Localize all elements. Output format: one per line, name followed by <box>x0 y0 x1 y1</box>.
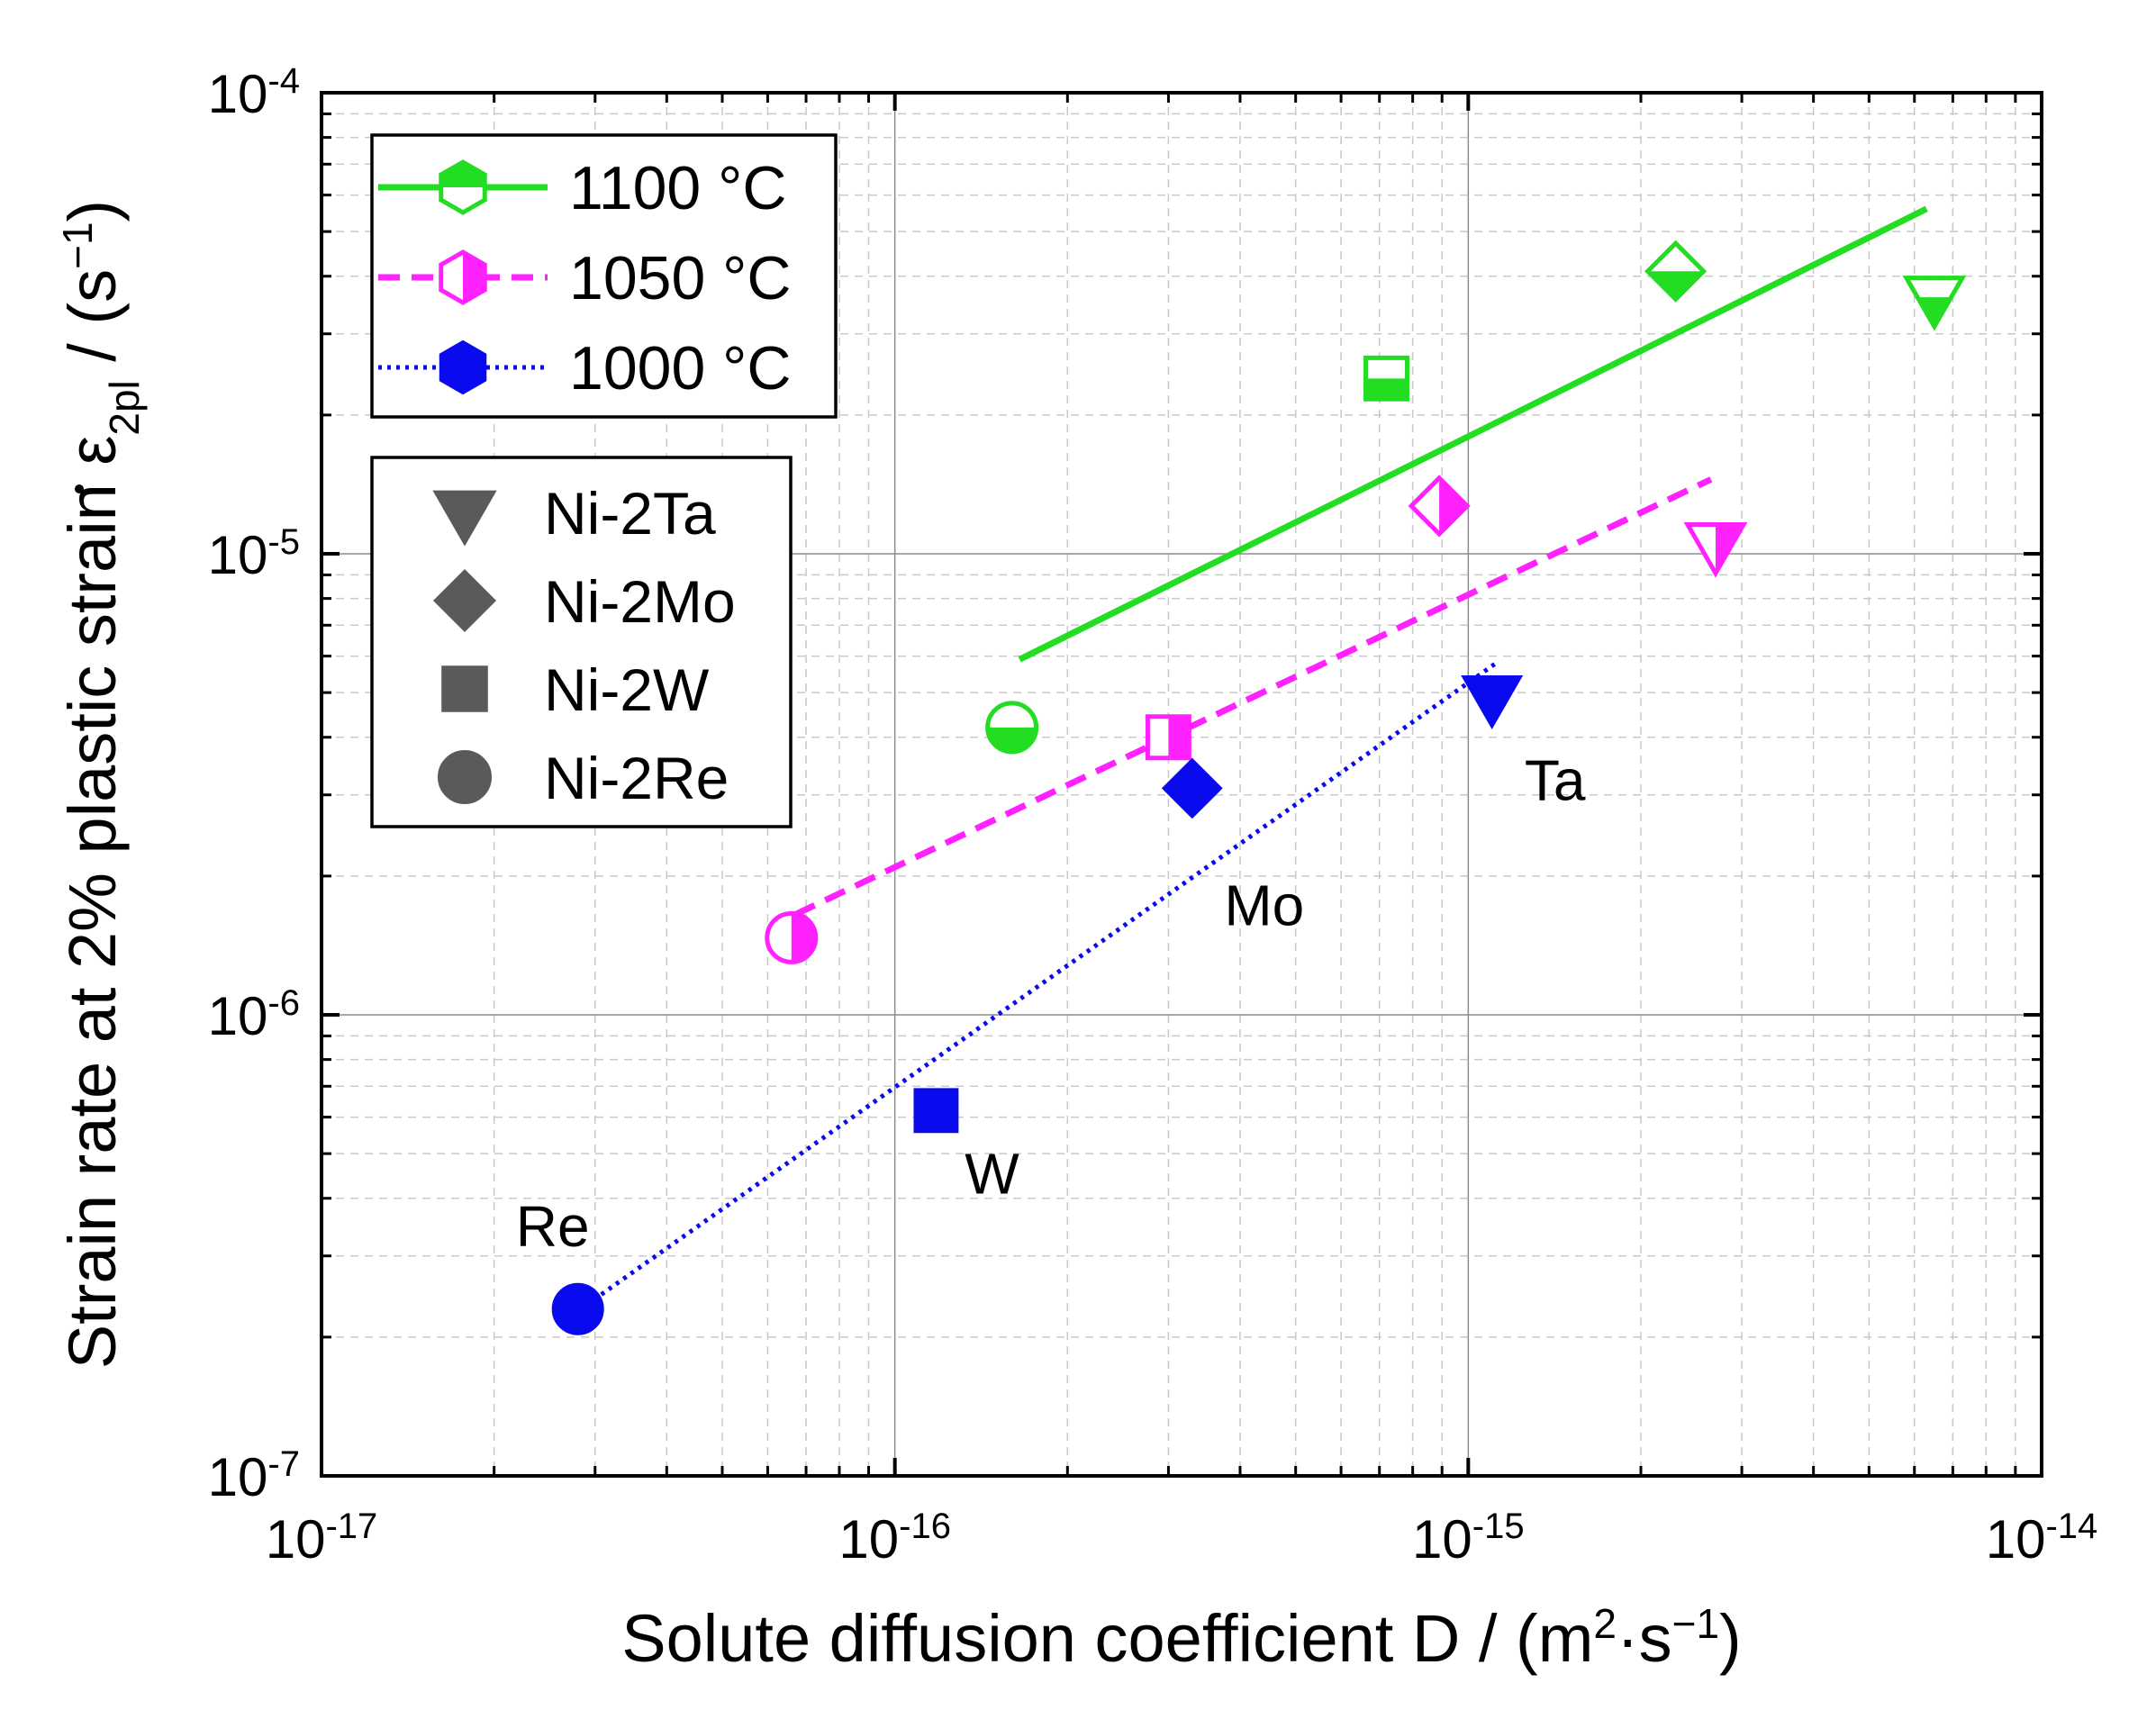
fit-lines <box>584 205 1928 1307</box>
legend-label-2: 1000 °C <box>569 334 791 403</box>
point-1-ni-2w <box>1145 714 1191 761</box>
x-tick-label: 10-17 <box>266 1506 378 1570</box>
y-tick-label: 10-5 <box>208 522 300 585</box>
point-0-ni-2ta <box>1902 276 1967 331</box>
point-2-ni-2re <box>551 1282 604 1335</box>
point-2-ni-2mo <box>1161 757 1223 819</box>
x-tick-label: 10-15 <box>1412 1506 1525 1570</box>
y-tick-label: 10-4 <box>208 61 300 124</box>
fit-line-0 <box>1018 205 1928 663</box>
legend-alloy-label-1: Ni-2Mo <box>544 568 736 635</box>
x-tick-label: 10-16 <box>838 1506 951 1570</box>
y-axis-title: Strain rate at 2% plastic strain ε2pl / … <box>54 200 148 1369</box>
point-1-ni-2re <box>765 910 819 964</box>
legend-alloy-label-2: Ni-2W <box>544 656 710 723</box>
axis-ticks: 10-17 10-16 10-15 10-14 10-7 10-6 10-5 10-4 <box>208 61 2098 1570</box>
point-0-ni-2w <box>1363 355 1409 402</box>
legends: 1100 °C 1050 °C 1000 °C Ni-2Ta Ni-2Mo Ni-2W Ni… <box>370 133 838 828</box>
legend-alloy-marker-0 <box>432 490 497 547</box>
x-axis-title: Solute diffusion coefficient D / (m2·s−1… <box>621 1600 1741 1676</box>
legend-label-0: 1100 °C <box>569 154 786 222</box>
x-tick-label: 10-14 <box>1986 1506 2098 1570</box>
legend-alloy-marker-3 <box>438 750 492 804</box>
point-0-ni-2mo <box>1644 240 1708 303</box>
strain-rate-symbol: ε <box>55 436 130 466</box>
point-labels: Re W Mo Ta <box>516 748 1586 1259</box>
axis-titles: Solute diffusion coefficient D / (m2·s−1… <box>54 200 1742 1676</box>
point-label-re: Re <box>516 1194 590 1259</box>
point-1-ni-2ta <box>1683 522 1748 578</box>
fit-line-1 <box>793 476 1713 918</box>
legend-alloy-label-3: Ni-2Re <box>544 745 729 811</box>
legend-alloy-marker-2 <box>441 665 488 712</box>
legend-marker-0 <box>439 159 487 215</box>
point-label-ta: Ta <box>1525 748 1586 813</box>
plot-area-frame <box>320 91 2043 1478</box>
data-points <box>551 240 1967 1335</box>
point-label-mo: Mo <box>1224 873 1304 937</box>
point-1-ni-2mo <box>1408 475 1471 538</box>
point-label-w: W <box>965 1141 1019 1206</box>
legend-alloy-marker-1 <box>432 568 497 633</box>
legend-alloy-label-0: Ni-2Ta <box>544 480 716 547</box>
legend-marker-1 <box>439 249 487 305</box>
fit-line-2 <box>584 661 1499 1307</box>
strain-rate-dot <box>75 484 84 493</box>
y-tick-label: 10-6 <box>208 983 300 1046</box>
legend-label-1: 1050 °C <box>569 244 791 312</box>
point-2-ni-2w <box>913 1088 959 1134</box>
point-2-ni-2ta <box>1461 675 1524 730</box>
point-0-ni-2re <box>985 701 1039 755</box>
legend-marker-2 <box>439 339 487 395</box>
y-tick-label: 10-7 <box>208 1444 300 1507</box>
